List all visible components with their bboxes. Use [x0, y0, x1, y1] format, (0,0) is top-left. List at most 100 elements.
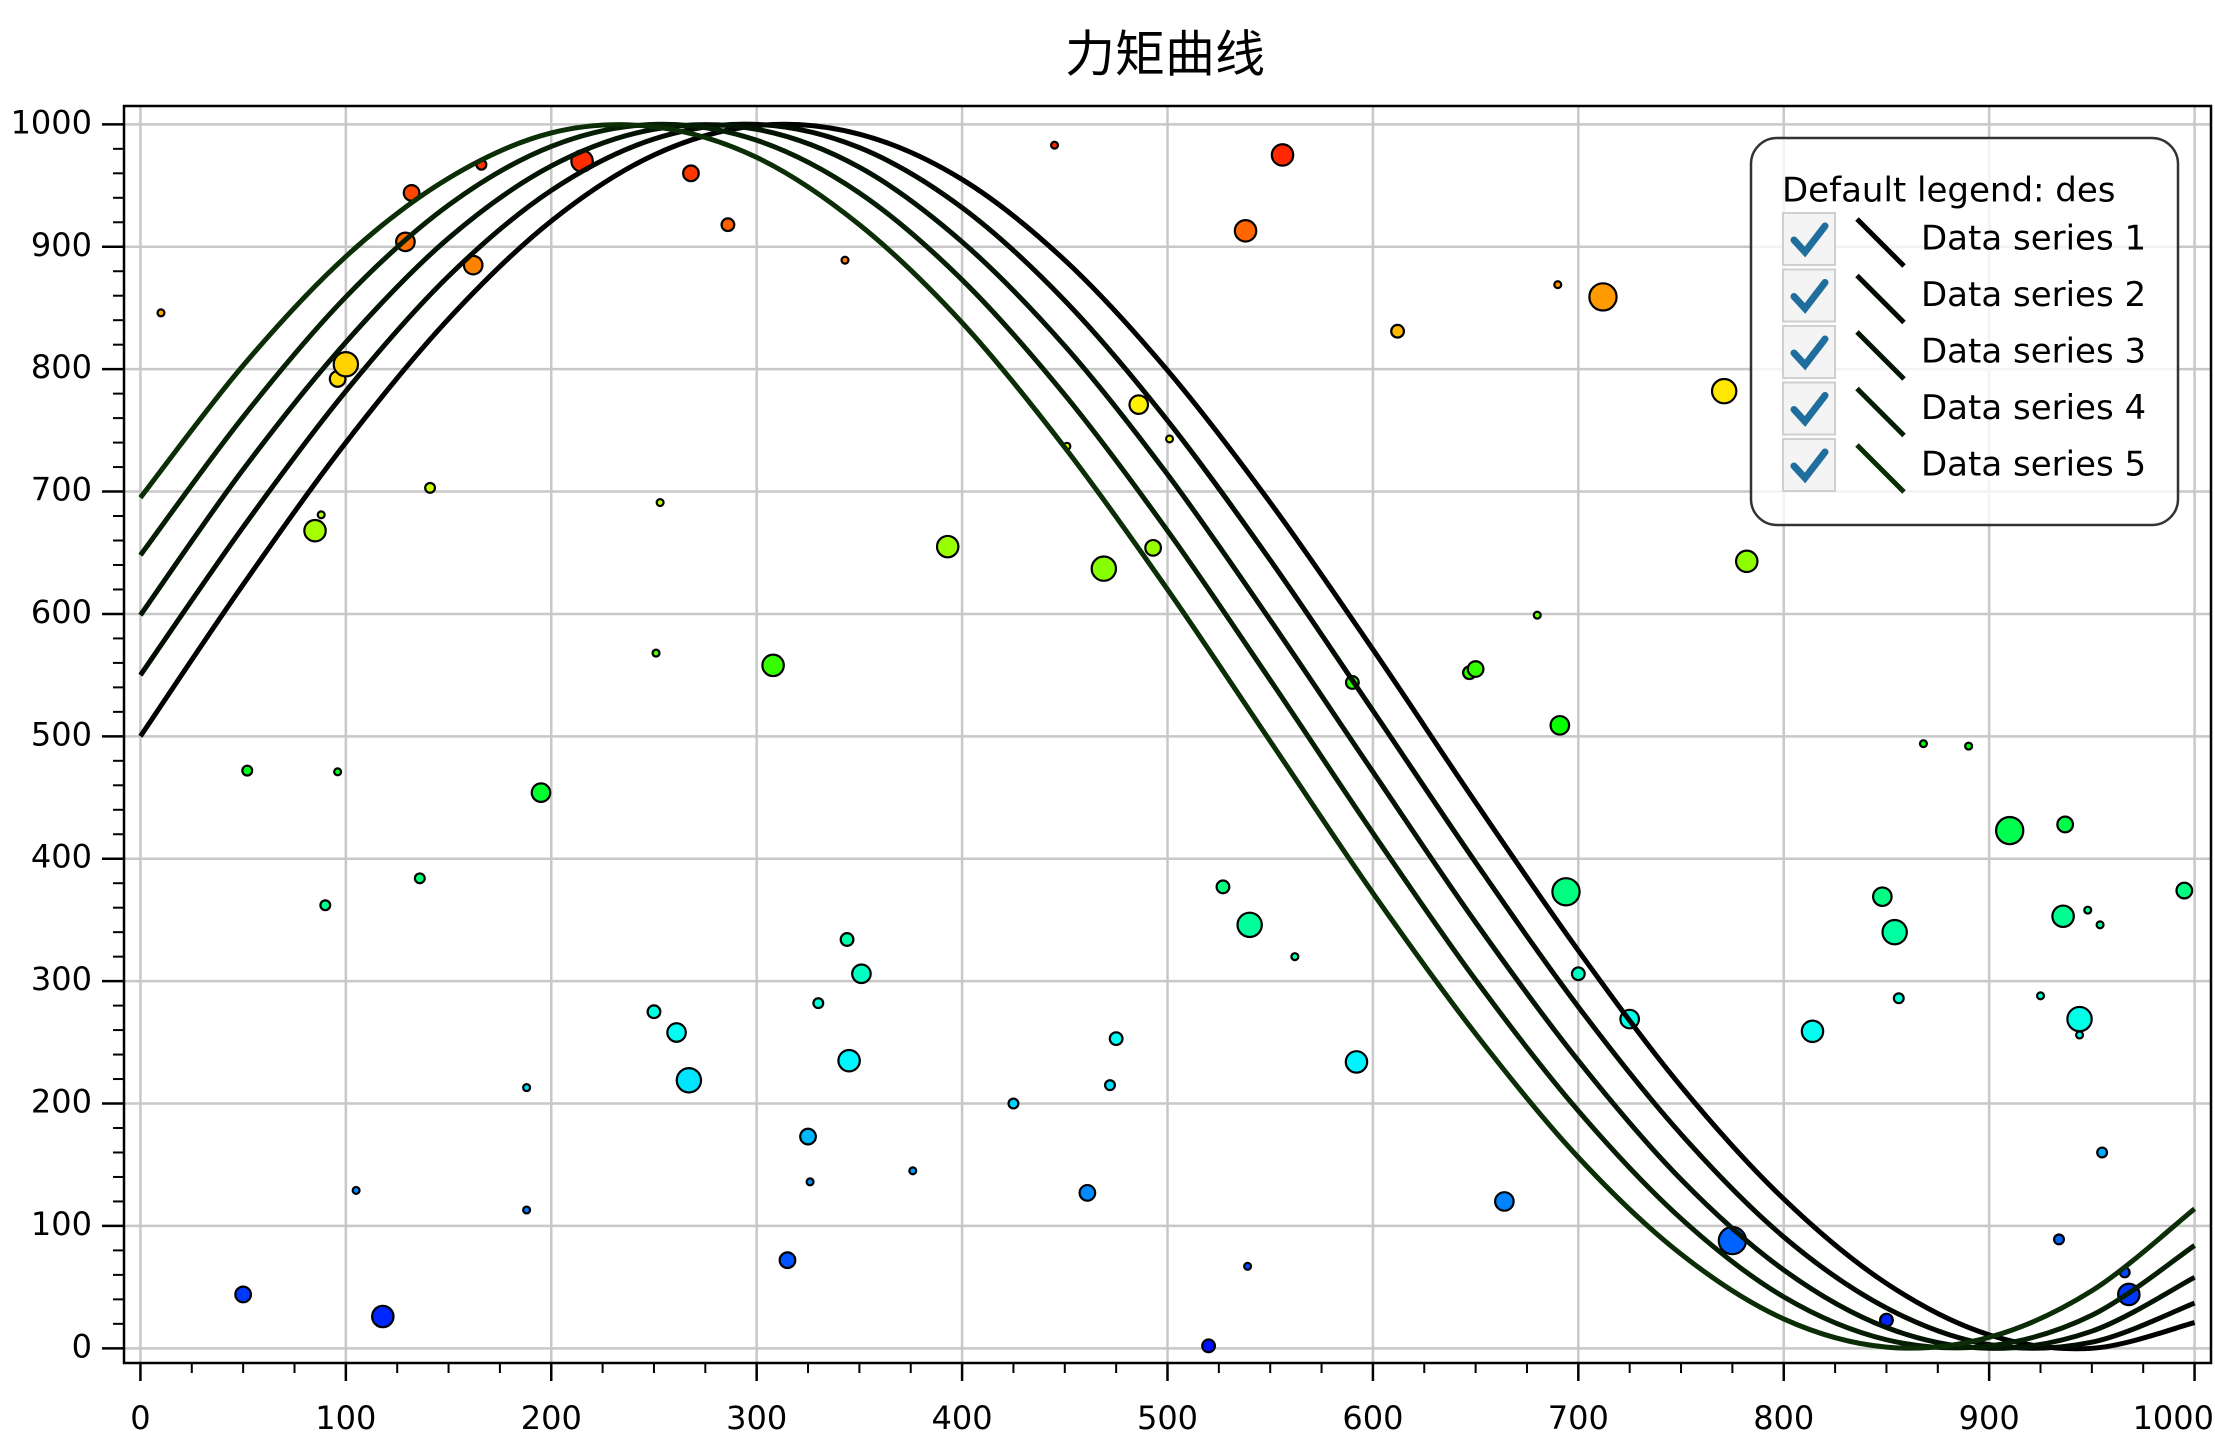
checkmark	[1790, 222, 1829, 258]
scatter-point	[530, 782, 552, 803]
scatter-point	[1290, 952, 1300, 962]
legend-title: Default legend: des	[1782, 171, 2116, 211]
legend-swatch	[1855, 330, 1906, 381]
legend-label: Data series 3	[1921, 332, 2146, 372]
line-series	[138, 121, 2196, 1351]
legend: Default legend: des Data series 1 Data ser…	[1749, 136, 2180, 527]
scatter-point	[651, 648, 661, 658]
x-tick-label: 1000	[2133, 1399, 2214, 1437]
scatter-point	[778, 1251, 797, 1270]
legend-swatch	[1855, 273, 1906, 325]
plot-area	[138, 121, 2197, 1354]
axes: 0 100 200 300 400 500 600 700 800 900 1000 0 100 200 3…	[11, 103, 2214, 1437]
scatter-point	[316, 510, 326, 520]
scatter-point	[1734, 549, 1759, 574]
scatter-point	[1049, 140, 1060, 150]
x-tick-label: 0	[130, 1399, 150, 1437]
y-tick-label: 200	[31, 1083, 92, 1121]
line-series	[138, 121, 2196, 1351]
scatter-point	[908, 1166, 918, 1176]
legend-entry[interactable]: Data series 3	[1782, 325, 2146, 381]
scatter-point	[1243, 1261, 1253, 1271]
scatter-point	[413, 872, 426, 885]
scatter-point	[2074, 1030, 2085, 1040]
scatter-point	[1344, 1050, 1369, 1074]
scatter-point	[1800, 1019, 1825, 1044]
legend-checkbox[interactable]	[1782, 381, 1836, 436]
scatter-point	[1270, 143, 1295, 167]
legend-entry[interactable]: Data series 5	[1782, 438, 2146, 494]
scatter-point	[1233, 219, 1258, 243]
scatter-point	[1466, 660, 1485, 678]
legend-entry[interactable]: Data series 4	[1782, 381, 2146, 438]
scatter-point	[1892, 992, 1905, 1005]
scatter-point	[840, 255, 850, 265]
scatter-point	[156, 308, 166, 318]
scatter-point	[1588, 282, 1618, 312]
scatter-point	[351, 1185, 361, 1195]
y-tick-label: 600	[31, 593, 92, 631]
x-tick-label: 700	[1548, 1399, 1609, 1437]
x-tick-label: 600	[1342, 1399, 1403, 1437]
y-tick-label: 500	[31, 715, 92, 753]
scatter-point	[1964, 741, 1974, 751]
legend-label: Data series 1	[1921, 219, 2146, 259]
checkmark	[1790, 392, 1829, 427]
y-tick-label: 700	[31, 471, 92, 509]
y-tick-label: 1000	[11, 103, 92, 141]
scatter-point	[839, 932, 855, 947]
x-tick-label: 300	[726, 1399, 787, 1437]
y-tick-label: 800	[31, 348, 92, 386]
scatter-point	[1007, 1097, 1020, 1110]
legend-entry[interactable]: Data series 2	[1782, 268, 2146, 325]
legend-swatch	[1855, 386, 1906, 438]
scatter-point	[2095, 920, 2105, 930]
legend-entry[interactable]: Data series 1	[1782, 212, 2146, 268]
scatter-point	[1236, 911, 1263, 939]
y-tick-label: 400	[31, 838, 92, 876]
scatter-point	[234, 1285, 253, 1304]
scatter-point	[1881, 918, 1908, 946]
scatter-point	[1871, 886, 1893, 908]
scatter-point	[1549, 714, 1571, 736]
scatter-point	[2066, 1005, 2093, 1033]
scatter-point	[1994, 815, 2025, 846]
legend-label: Data series 4	[1921, 388, 2146, 428]
scatter-point	[646, 1004, 662, 1020]
scatter-point	[1570, 966, 1586, 982]
scatter-point	[761, 653, 785, 678]
legend-box	[1749, 136, 2180, 527]
scatter-point	[655, 498, 665, 508]
scatter-point	[1144, 538, 1163, 557]
scatter-point	[720, 217, 736, 233]
scatter-point	[319, 899, 332, 912]
checkmark	[1790, 279, 1829, 314]
scatter-point	[332, 351, 360, 378]
x-tick-label: 200	[521, 1399, 582, 1437]
y-tick-label: 300	[31, 960, 92, 998]
scatter-point	[1215, 879, 1231, 895]
legend-label: Data series 5	[1921, 445, 2146, 485]
checkmark	[1790, 335, 1829, 371]
y-tick-label: 0	[72, 1327, 92, 1365]
scatter-point	[837, 1048, 861, 1073]
line-series	[138, 122, 2196, 1351]
scatter-point	[1201, 1338, 1217, 1354]
legend-swatch	[1855, 443, 1906, 494]
scatter-point	[2096, 1146, 2109, 1159]
legend-label: Data series 2	[1921, 275, 2146, 315]
checkmark	[1790, 448, 1829, 484]
scatter-point	[2035, 991, 2046, 1001]
grid	[124, 106, 2211, 1363]
scatter-point	[1078, 1183, 1097, 1202]
line-series	[138, 121, 2196, 1352]
scatter-point	[666, 1022, 687, 1043]
scatter-point	[1532, 610, 1542, 620]
scatter-point	[1918, 739, 1928, 749]
scatter-point	[1128, 394, 1150, 415]
scatter-point	[1165, 434, 1175, 444]
scatter-point	[1494, 1191, 1515, 1212]
scatter-point	[1108, 1031, 1124, 1047]
